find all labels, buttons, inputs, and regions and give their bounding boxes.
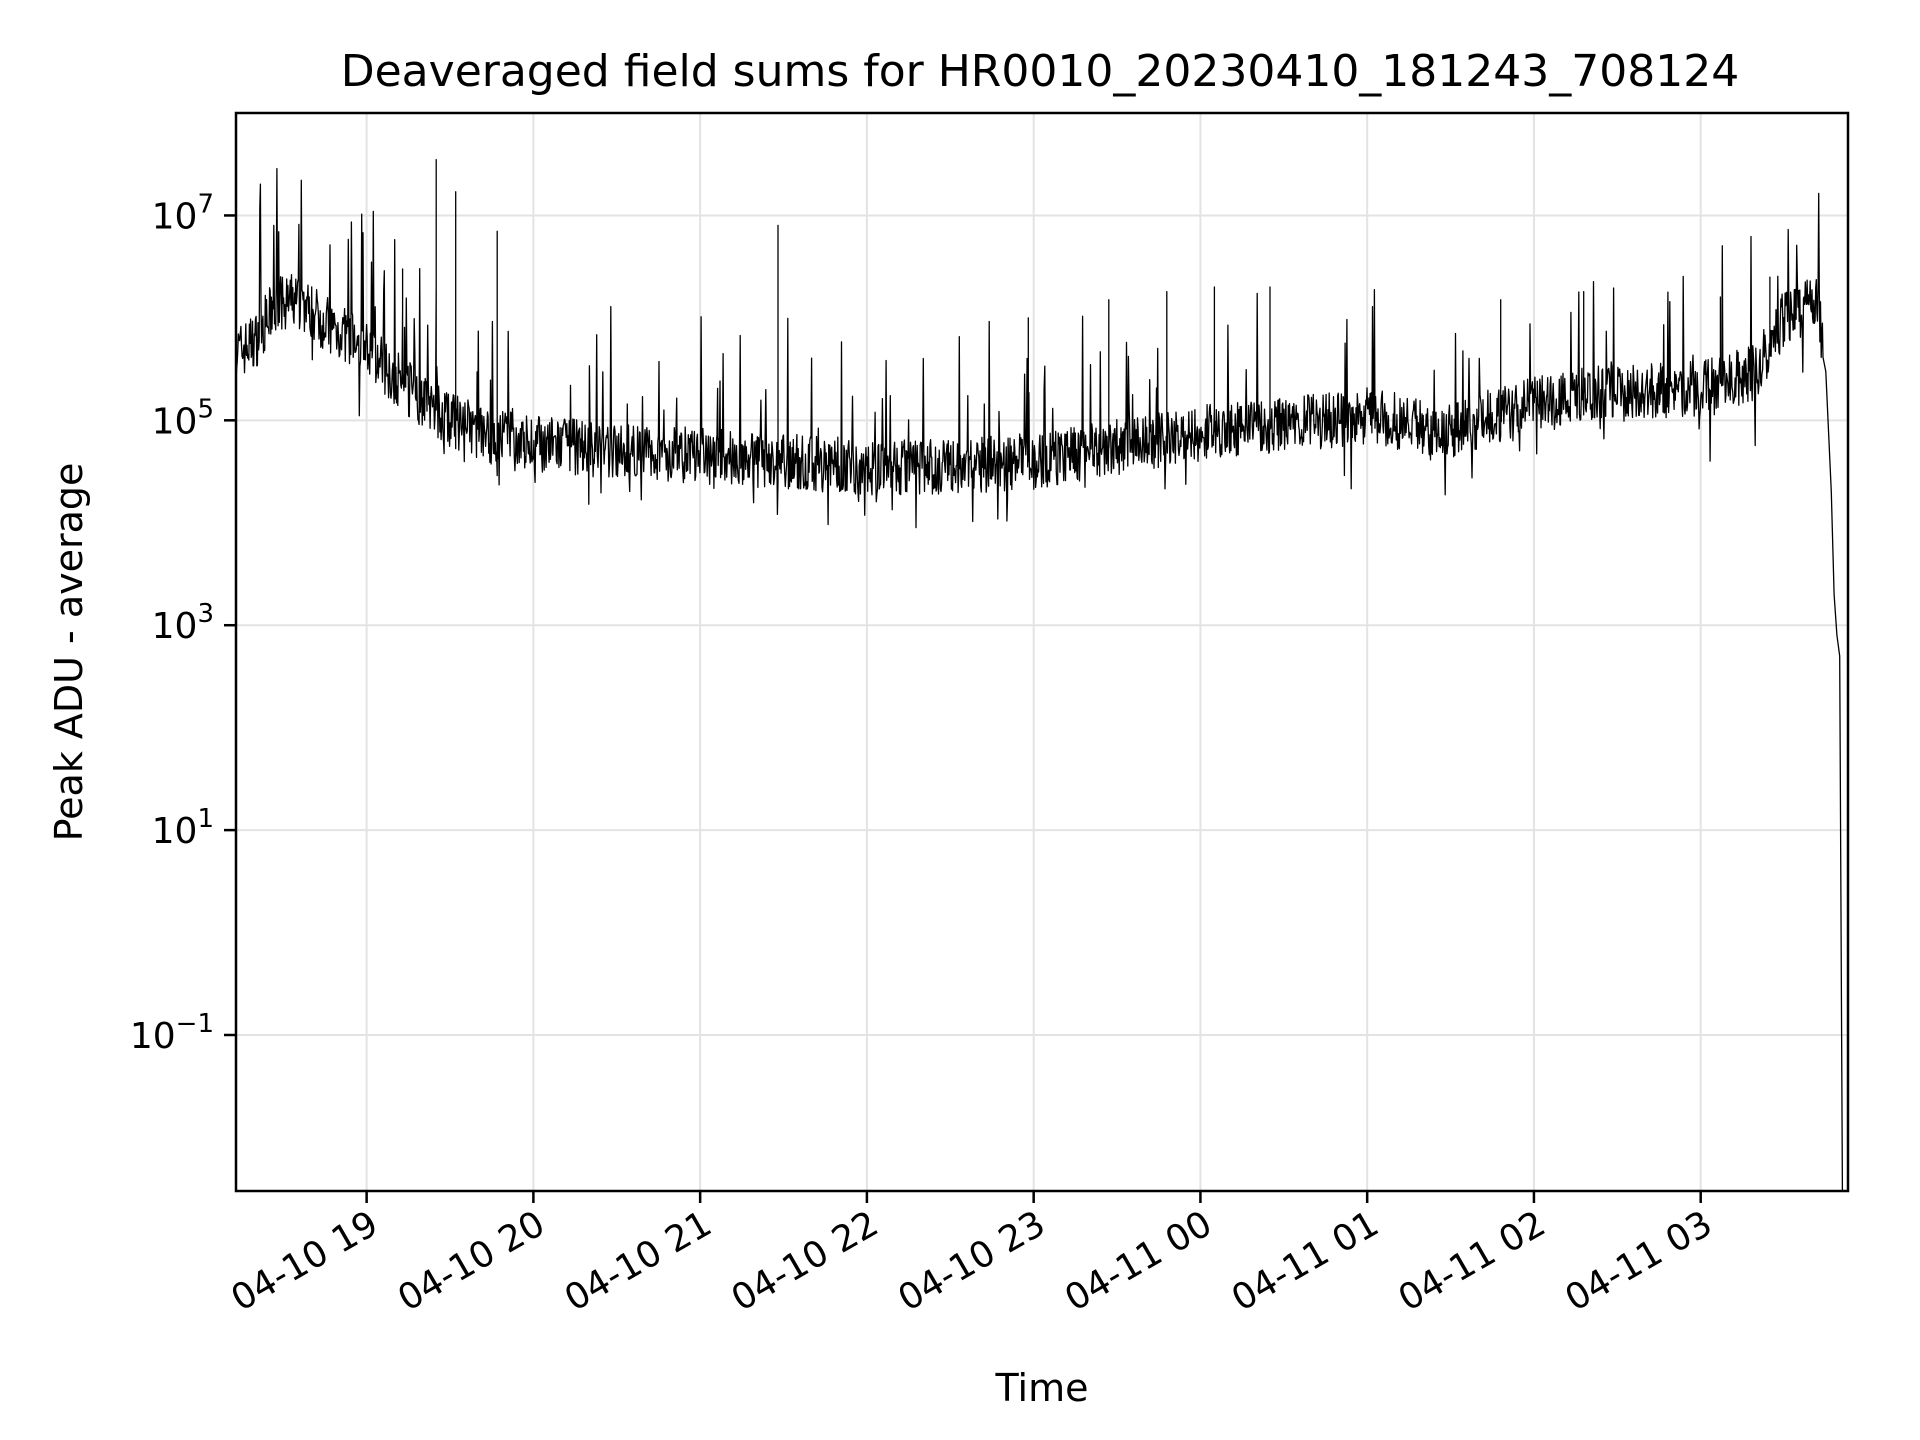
y-tick-exponent: 5 [197, 394, 214, 424]
plot-frame [234, 111, 1850, 1193]
y-tick-label: 105 [152, 394, 214, 442]
grid-layer [236, 113, 1848, 1191]
chart-title: Deaveraged field sums for HR0010_2023041… [341, 46, 1740, 97]
y-tick-mantissa: 10 [130, 1016, 176, 1057]
y-tick-mantissa: 10 [152, 401, 198, 442]
y-tick-mantissa: 10 [152, 811, 198, 852]
y-axis-label: Peak ADU - average [47, 463, 91, 842]
series-layer [235, 159, 1844, 1192]
y-tick-label: 103 [152, 599, 214, 647]
y-tick-exponent: −1 [176, 1009, 214, 1039]
y-tick-label: 107 [152, 189, 214, 237]
series-line [235, 159, 1844, 1192]
y-tick-mantissa: 10 [152, 196, 198, 237]
y-tick-exponent: 3 [197, 599, 214, 629]
y-tick-label: 10−1 [130, 1009, 214, 1057]
y-tick-exponent: 7 [197, 189, 214, 219]
x-axis-label: Time [995, 1366, 1089, 1410]
y-tick-exponent: 1 [197, 804, 214, 834]
y-tick-label: 101 [152, 804, 214, 852]
y-tick-mantissa: 10 [152, 606, 198, 647]
